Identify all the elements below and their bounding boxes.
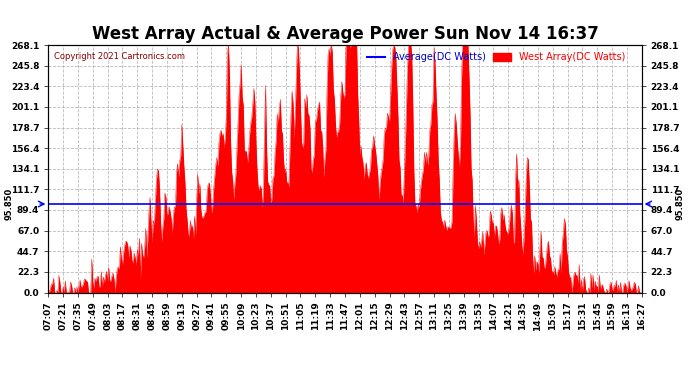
Text: 95.850: 95.850 [5, 188, 14, 220]
Text: Copyright 2021 Cartronics.com: Copyright 2021 Cartronics.com [55, 53, 185, 62]
Title: West Array Actual & Average Power Sun Nov 14 16:37: West Array Actual & Average Power Sun No… [92, 26, 598, 44]
Text: 95.850: 95.850 [676, 188, 685, 220]
Legend: Average(DC Watts), West Array(DC Watts): Average(DC Watts), West Array(DC Watts) [367, 53, 625, 62]
